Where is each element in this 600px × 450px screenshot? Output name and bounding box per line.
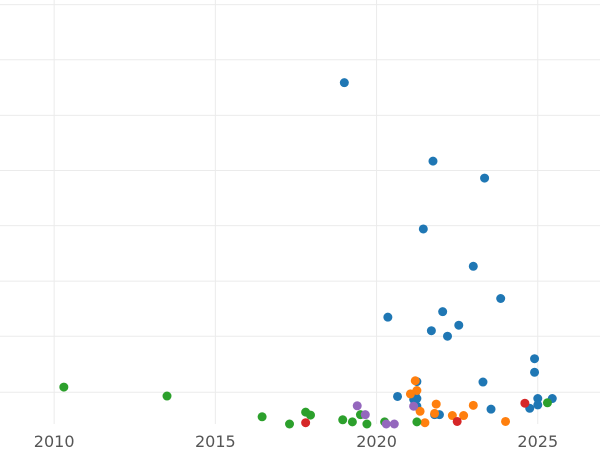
data-point-s0-23	[533, 394, 543, 404]
x-tick-label-2: 2020	[356, 432, 397, 450]
data-point-s2-1	[162, 391, 172, 401]
data-point-s1-9	[420, 418, 430, 428]
data-point-s0-24	[533, 400, 543, 410]
data-point-s1-3	[431, 399, 441, 409]
data-point-s3-0	[301, 418, 311, 428]
data-point-s1-8	[468, 400, 478, 410]
data-point-s1-10	[501, 416, 511, 426]
data-point-s0-3	[418, 224, 428, 234]
data-point-s2-0	[59, 382, 69, 392]
data-point-s0-8	[454, 320, 464, 330]
data-point-s1-2	[412, 386, 422, 396]
data-point-s2-4	[305, 410, 315, 420]
data-point-s0-2	[480, 173, 490, 183]
data-point-s4-2	[381, 419, 391, 429]
data-point-s0-1	[428, 156, 438, 166]
data-point-s4-0	[352, 401, 362, 411]
data-point-s3-1	[452, 416, 462, 426]
data-point-s0-16	[393, 391, 403, 401]
data-point-s0-5	[496, 293, 506, 303]
data-point-s2-12	[542, 398, 552, 408]
data-point-s1-4	[415, 406, 425, 416]
data-point-s0-7	[383, 312, 393, 322]
data-point-s2-11	[412, 417, 422, 427]
data-point-s1-5	[430, 408, 440, 418]
data-point-s0-4	[468, 261, 478, 271]
data-point-s0-12	[530, 367, 540, 377]
x-tick-label-0: 2010	[34, 432, 75, 450]
data-point-s4-3	[389, 419, 399, 429]
data-point-s4-1	[360, 410, 370, 420]
data-point-s0-11	[530, 354, 540, 364]
data-point-s2-2	[257, 412, 267, 422]
x-tick-label-1: 2015	[195, 432, 236, 450]
data-point-s1-7	[459, 411, 469, 421]
data-point-s0-6	[438, 307, 448, 317]
data-point-s2-6	[338, 415, 348, 425]
data-point-s1-6	[447, 411, 457, 421]
data-point-s0-9	[426, 326, 436, 336]
data-point-s1-0	[410, 376, 420, 386]
data-points	[59, 78, 557, 429]
x-grid	[53, 0, 539, 424]
data-point-s0-13	[478, 377, 488, 387]
y-grid	[0, 4, 600, 393]
data-point-s0-10	[443, 331, 453, 341]
data-point-s3-2	[520, 398, 530, 408]
data-point-s2-9	[362, 419, 372, 429]
data-point-s2-5	[285, 419, 295, 429]
data-point-s0-0	[339, 78, 349, 88]
x-tick-label-3: 2025	[517, 432, 558, 450]
data-point-s2-7	[347, 417, 357, 427]
data-point-s4-4	[409, 401, 419, 411]
data-point-s0-20	[486, 404, 496, 414]
x-tick-labels: 2010 2015 2020 2025	[34, 432, 558, 450]
